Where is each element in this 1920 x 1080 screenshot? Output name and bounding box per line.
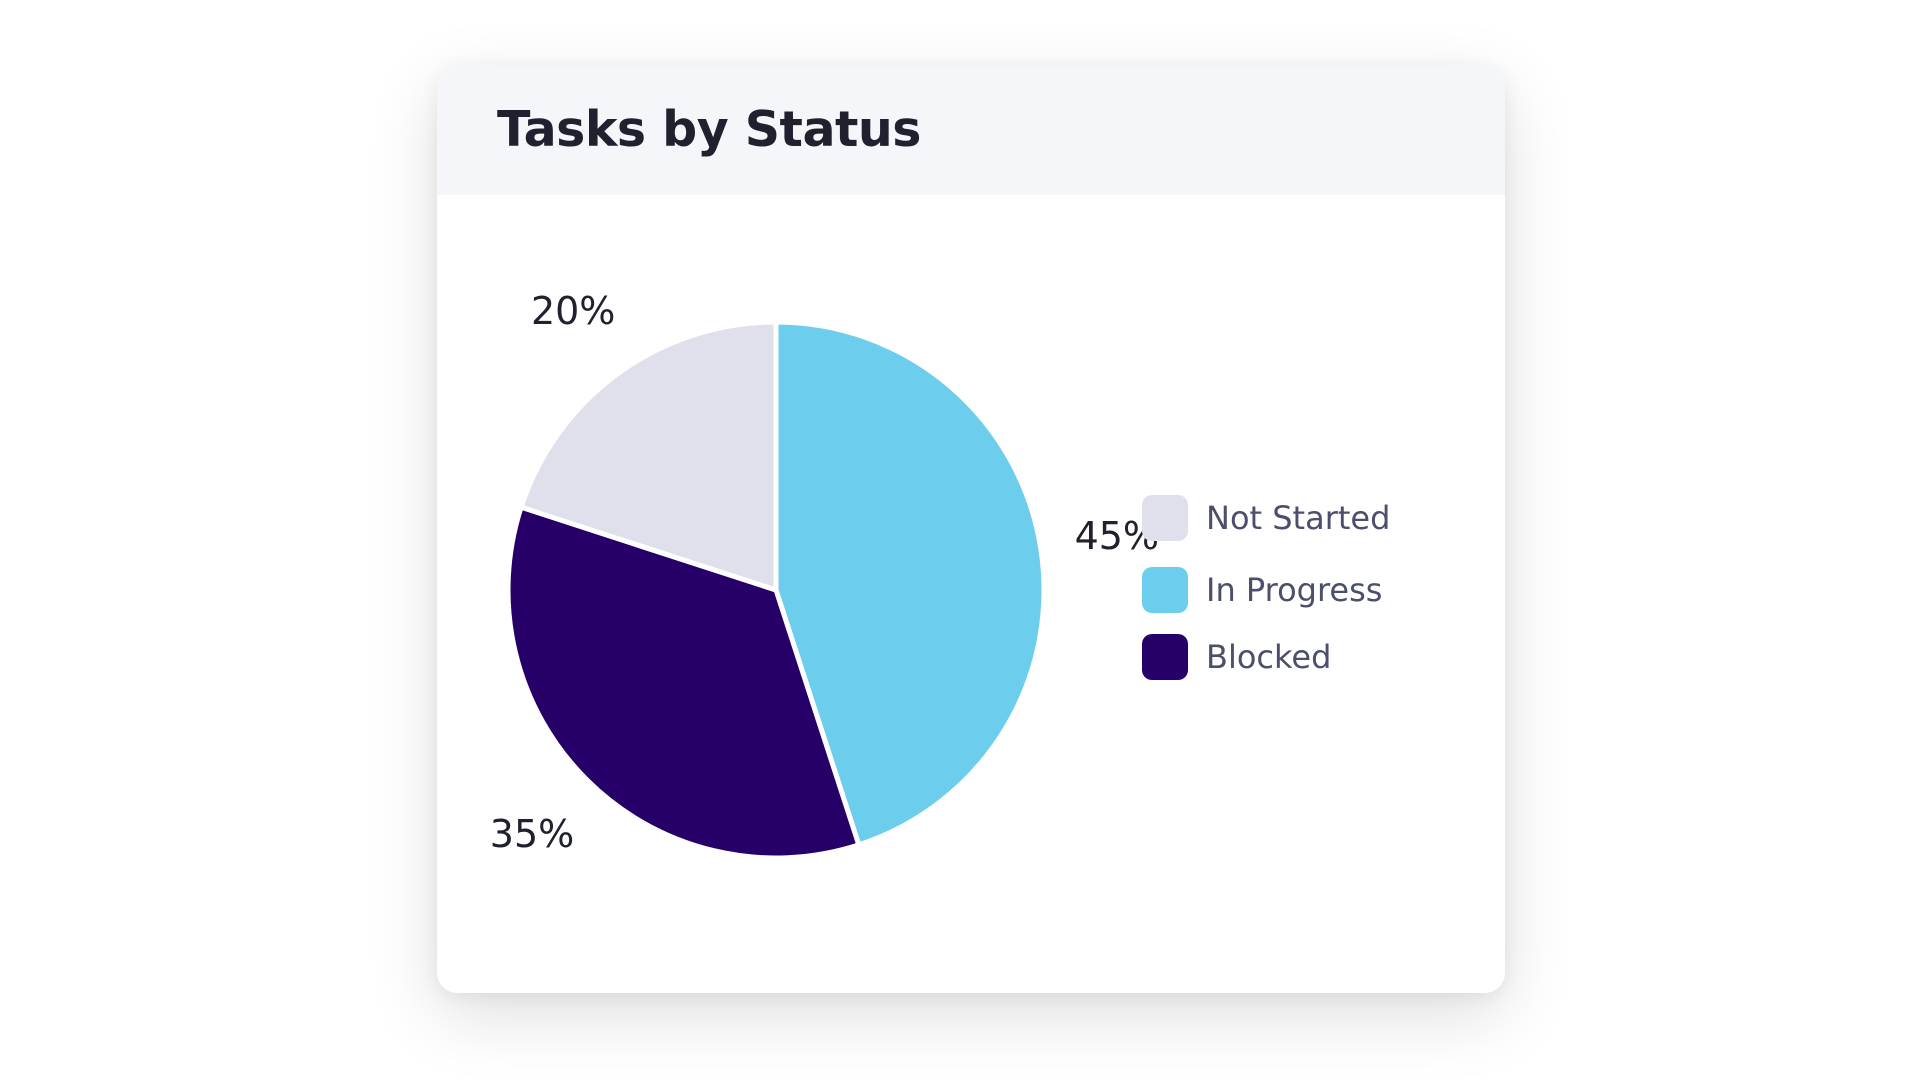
pie-slices <box>505 319 1047 861</box>
legend-label: In Progress <box>1206 571 1383 609</box>
chart-title: Tasks by Status <box>497 101 921 158</box>
pie-label-blocked: 35% <box>490 812 574 856</box>
legend-swatch <box>1142 567 1188 613</box>
pie-slice-not-started[interactable] <box>518 319 779 593</box>
pie-labels: 45%35%20% <box>490 289 1159 856</box>
pie-slice-in-progress[interactable] <box>773 319 1047 848</box>
legend-item-blocked[interactable]: Blocked <box>1142 634 1472 682</box>
chart-card: Tasks by Status 45% 35% 20% Not Started In … <box>437 65 1505 993</box>
legend-item-in-progress[interactable]: In Progress <box>1142 567 1472 615</box>
pie-slice-blocked[interactable] <box>505 504 862 861</box>
legend-swatch <box>1142 495 1188 541</box>
legend-item-not-started[interactable]: Not Started <box>1142 495 1472 543</box>
legend-label: Not Started <box>1206 499 1391 537</box>
pie-label-not-started: 20% <box>531 289 615 333</box>
legend-label: Blocked <box>1206 638 1332 676</box>
card-header: Tasks by Status <box>437 65 1505 195</box>
legend-swatch <box>1142 634 1188 680</box>
pie-chart: 45%35%20% <box>490 289 1159 861</box>
